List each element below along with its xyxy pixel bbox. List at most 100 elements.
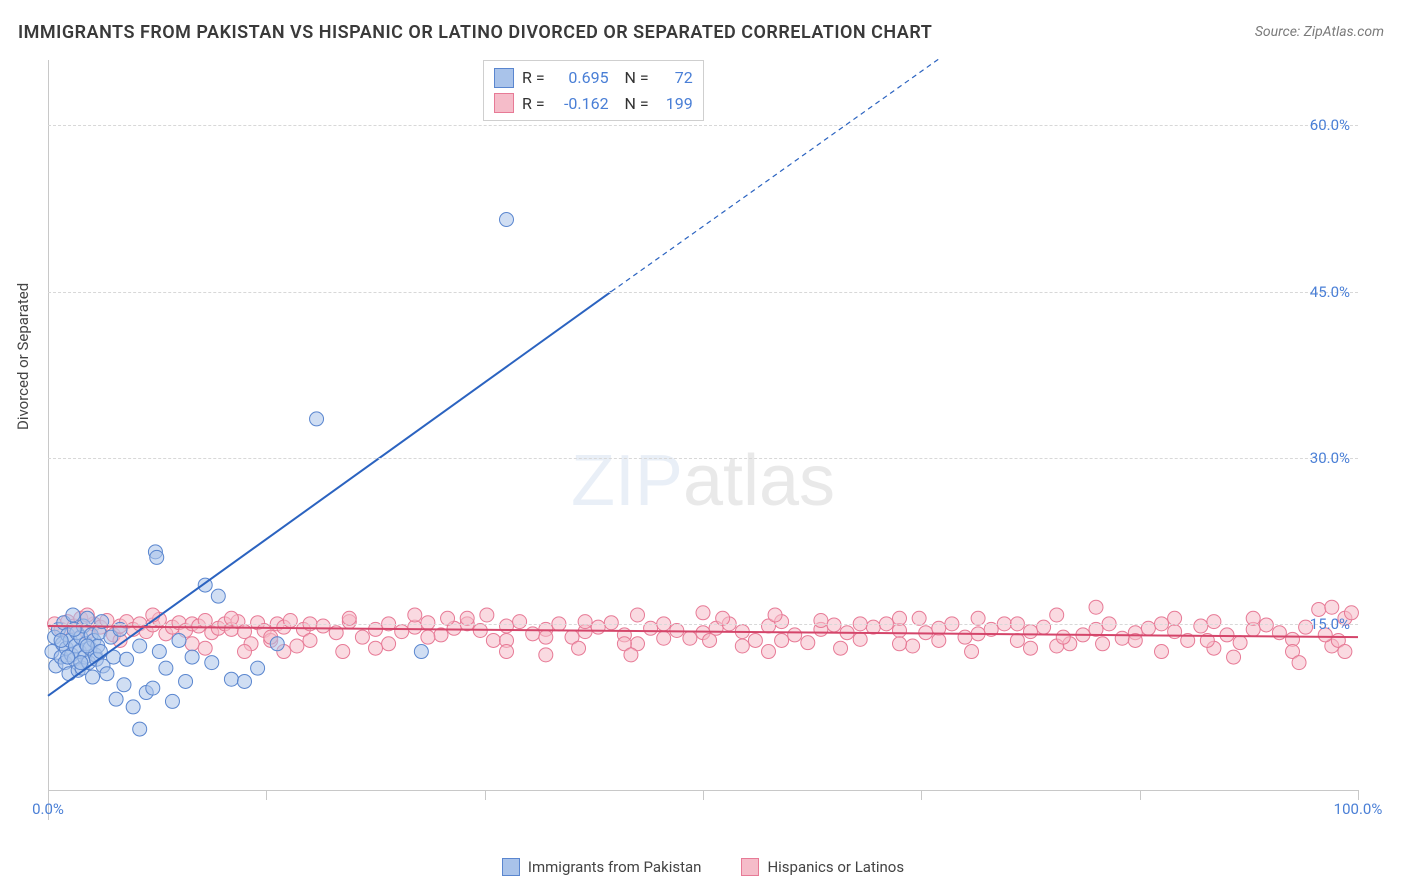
grid-line bbox=[48, 292, 1358, 293]
scatter-point bbox=[86, 670, 100, 684]
scatter-point bbox=[1259, 618, 1273, 632]
scatter-point bbox=[355, 630, 369, 644]
scatter-point bbox=[1024, 625, 1038, 639]
legend-n-value: 199 bbox=[657, 91, 693, 117]
scatter-point bbox=[100, 667, 114, 681]
scatter-point bbox=[336, 645, 350, 659]
scatter-point bbox=[290, 639, 304, 653]
scatter-point bbox=[1096, 637, 1110, 651]
scatter-point bbox=[150, 550, 164, 564]
scatter-point bbox=[1233, 636, 1247, 650]
scatter-point bbox=[958, 630, 972, 644]
scatter-point bbox=[414, 645, 428, 659]
scatter-point bbox=[238, 674, 252, 688]
scatter-point bbox=[1325, 600, 1339, 614]
scatter-point bbox=[120, 652, 134, 666]
legend-row: R = 0.695 N = 72 bbox=[494, 65, 693, 91]
x-tick bbox=[1140, 790, 1141, 800]
x-tick bbox=[921, 790, 922, 800]
scatter-point bbox=[205, 656, 219, 670]
scatter-point bbox=[631, 608, 645, 622]
scatter-point bbox=[735, 639, 749, 653]
scatter-point bbox=[801, 636, 815, 650]
scatter-point bbox=[768, 608, 782, 622]
scatter-point bbox=[1010, 633, 1024, 647]
scatter-point bbox=[657, 631, 671, 645]
scatter-point bbox=[1024, 641, 1038, 655]
x-tick bbox=[703, 790, 704, 800]
x-tick-label: 0.0% bbox=[32, 800, 64, 818]
scatter-point bbox=[834, 641, 848, 655]
scatter-point bbox=[117, 678, 131, 692]
scatter-point bbox=[185, 650, 199, 664]
chart-svg bbox=[48, 60, 1358, 820]
scatter-point bbox=[1089, 600, 1103, 614]
scatter-point bbox=[251, 661, 265, 675]
scatter-point bbox=[486, 633, 500, 647]
grid-line bbox=[48, 125, 1358, 126]
y-tick-label: 60.0% bbox=[1310, 116, 1350, 134]
scatter-point bbox=[500, 645, 514, 659]
legend-n-value: 72 bbox=[657, 65, 693, 91]
scatter-point bbox=[906, 639, 920, 653]
chart-title: IMMIGRANTS FROM PAKISTAN VS HISPANIC OR … bbox=[18, 22, 932, 43]
legend-series-label: Hispanics or Latinos bbox=[767, 858, 904, 876]
scatter-point bbox=[310, 412, 324, 426]
scatter-point bbox=[748, 633, 762, 647]
scatter-point bbox=[853, 632, 867, 646]
scatter-point bbox=[500, 213, 514, 227]
scatter-point bbox=[421, 616, 435, 630]
scatter-point bbox=[814, 614, 828, 628]
scatter-point bbox=[1115, 631, 1129, 645]
legend-r-value: -0.162 bbox=[553, 91, 609, 117]
scatter-point bbox=[152, 645, 166, 659]
scatter-point bbox=[421, 630, 435, 644]
scatter-point bbox=[61, 650, 75, 664]
grid-line bbox=[48, 458, 1358, 459]
scatter-point bbox=[270, 637, 284, 651]
legend-r-label: R = bbox=[522, 91, 545, 117]
source-attribution: Source: ZipAtlas.com bbox=[1255, 24, 1384, 40]
scatter-point bbox=[696, 606, 710, 620]
scatter-point bbox=[624, 648, 638, 662]
scatter-point bbox=[198, 641, 212, 655]
scatter-point bbox=[93, 645, 107, 659]
legend-r-value: 0.695 bbox=[553, 65, 609, 91]
scatter-point bbox=[683, 631, 697, 645]
legend-row: R = -0.162 N = 199 bbox=[494, 91, 693, 117]
scatter-point bbox=[316, 619, 330, 633]
legend-swatch bbox=[741, 858, 759, 876]
scatter-point bbox=[526, 627, 540, 641]
x-tick bbox=[1358, 790, 1359, 800]
scatter-point bbox=[172, 633, 186, 647]
scatter-point bbox=[932, 633, 946, 647]
scatter-point bbox=[788, 628, 802, 642]
scatter-point bbox=[126, 700, 140, 714]
scatter-point bbox=[1155, 645, 1169, 659]
scatter-point bbox=[965, 645, 979, 659]
scatter-point bbox=[591, 620, 605, 634]
plot-area: R = 0.695 N = 72R = -0.162 N = 199 ZIPat… bbox=[48, 60, 1358, 820]
scatter-point bbox=[1050, 608, 1064, 622]
scatter-point bbox=[369, 641, 383, 655]
scatter-point bbox=[382, 637, 396, 651]
scatter-point bbox=[395, 625, 409, 639]
scatter-point bbox=[133, 722, 147, 736]
grid-line bbox=[48, 624, 1358, 625]
correlation-legend: R = 0.695 N = 72R = -0.162 N = 199 bbox=[483, 60, 704, 121]
scatter-point bbox=[133, 639, 147, 653]
y-axis-label: Divorced or Separated bbox=[14, 283, 32, 430]
scatter-point bbox=[1037, 620, 1051, 634]
scatter-point bbox=[1292, 656, 1306, 670]
scatter-point bbox=[513, 615, 527, 629]
scatter-point bbox=[1207, 615, 1221, 629]
legend-r-label: R = bbox=[522, 65, 545, 91]
scatter-point bbox=[1338, 645, 1352, 659]
scatter-point bbox=[827, 618, 841, 632]
scatter-point bbox=[703, 633, 717, 647]
scatter-point bbox=[604, 616, 618, 630]
scatter-point bbox=[211, 589, 225, 603]
scatter-point bbox=[775, 633, 789, 647]
scatter-point bbox=[54, 633, 68, 647]
scatter-point bbox=[539, 630, 553, 644]
